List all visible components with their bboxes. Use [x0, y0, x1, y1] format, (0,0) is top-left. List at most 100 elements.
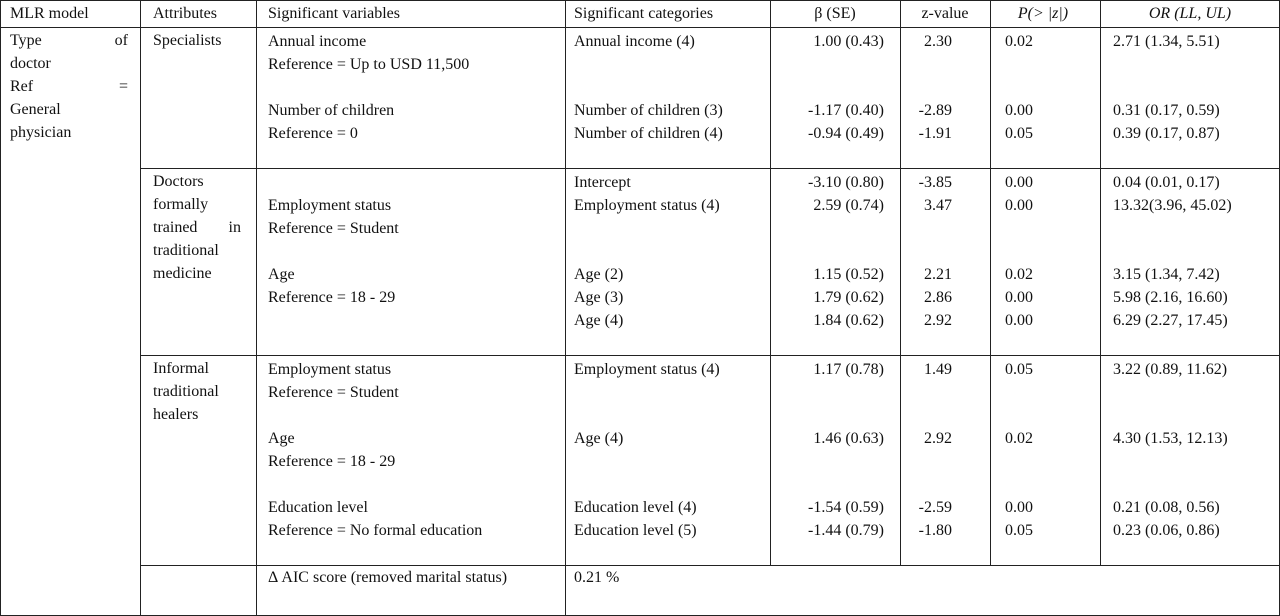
column-header: z-value [921, 5, 969, 22]
z-value: 2.30 [924, 33, 952, 50]
beta-se: 1.17 (0.78) [813, 361, 884, 378]
z-value: -2.89 [918, 102, 952, 119]
column-header: MLR model [10, 5, 89, 22]
beta-se: 1.84 (0.62) [813, 312, 884, 329]
odds-ratio: 6.29 (2.27, 17.45) [1113, 312, 1228, 329]
variable: Annual income [268, 33, 367, 50]
p-value: 0.00 [1005, 174, 1033, 191]
category: Employment status (4) [574, 197, 720, 214]
reference: Reference = 0 [268, 125, 358, 142]
rule [0, 27, 1280, 28]
odds-ratio: 3.15 (1.34, 7.42) [1113, 266, 1220, 283]
odds-ratio: 0.21 (0.08, 0.56) [1113, 499, 1220, 516]
model-line: physician [10, 124, 72, 141]
rule [256, 0, 257, 615]
beta-se: 1.46 (0.63) [813, 430, 884, 447]
category: Employment status (4) [574, 361, 720, 378]
category: Age (2) [574, 266, 624, 283]
rule [990, 0, 991, 565]
category: Age (4) [574, 312, 624, 329]
footer-label: Δ AIC score (removed marital status) [268, 569, 508, 586]
z-value: 2.21 [924, 266, 952, 283]
z-value: -3.85 [918, 174, 952, 191]
variable: Age [268, 430, 295, 447]
odds-ratio: 2.71 (1.34, 5.51) [1113, 33, 1220, 50]
rule [140, 0, 141, 615]
p-value: 0.02 [1005, 266, 1033, 283]
rule [140, 355, 1280, 356]
reference: Reference = No formal education [268, 522, 483, 539]
beta-se: -1.17 (0.40) [808, 102, 884, 119]
odds-ratio: 5.98 (2.16, 16.60) [1113, 289, 1228, 306]
variable: Age [268, 266, 295, 283]
odds-ratio: 0.04 (0.01, 0.17) [1113, 174, 1220, 191]
rule [140, 168, 1280, 169]
reference: Reference = 18 - 29 [268, 289, 396, 306]
rule [900, 0, 901, 565]
model-line: General [10, 101, 61, 118]
category: Number of children (4) [574, 125, 723, 142]
column-header: P(> |z|) [1017, 5, 1069, 22]
column-header: Attributes [153, 5, 217, 22]
attribute: Specialists [153, 32, 222, 49]
beta-se: -1.54 (0.59) [808, 499, 884, 516]
column-header: Significant categories [574, 5, 714, 22]
p-value: 0.02 [1005, 33, 1033, 50]
rule [0, 0, 1, 616]
odds-ratio: 0.31 (0.17, 0.59) [1113, 102, 1220, 119]
column-header: β (SE) [814, 5, 856, 22]
rule [770, 0, 771, 565]
z-value: -2.59 [918, 499, 952, 516]
p-value: 0.00 [1005, 312, 1033, 329]
beta-se: -0.94 (0.49) [808, 125, 884, 142]
odds-ratio: 0.23 (0.06, 0.86) [1113, 522, 1220, 539]
p-value: 0.00 [1005, 499, 1033, 516]
attribute: Informal traditional healers [153, 360, 219, 423]
model-line: Type of [10, 32, 128, 49]
category: Intercept [574, 174, 631, 191]
beta-se: 1.15 (0.52) [813, 266, 884, 283]
model-line: Ref = [10, 78, 128, 95]
category: Number of children (3) [574, 102, 723, 119]
footer-value: 0.21 % [574, 569, 620, 586]
beta-se: 2.59 (0.74) [813, 197, 884, 214]
category: Age (4) [574, 430, 624, 447]
reference: Reference = Up to USD 11,500 [268, 56, 470, 73]
p-value: 0.00 [1005, 197, 1033, 214]
category: Education level (4) [574, 499, 697, 516]
z-value: 2.92 [924, 312, 952, 329]
z-value: -1.80 [918, 522, 952, 539]
odds-ratio: 4.30 (1.53, 12.13) [1113, 430, 1228, 447]
column-header: OR (LL, UL) [1148, 5, 1232, 22]
rule [1100, 0, 1101, 565]
p-value: 0.00 [1005, 289, 1033, 306]
odds-ratio: 3.22 (0.89, 11.62) [1113, 361, 1228, 378]
beta-se: 1.00 (0.43) [813, 33, 884, 50]
z-value: 2.86 [924, 289, 952, 306]
rule [140, 565, 1280, 566]
odds-ratio: 0.39 (0.17, 0.87) [1113, 125, 1220, 142]
p-value: 0.05 [1005, 125, 1033, 142]
p-value: 0.02 [1005, 430, 1033, 447]
category: Annual income (4) [574, 33, 695, 50]
z-value: 3.47 [924, 197, 952, 214]
column-header: Significant variables [268, 5, 400, 22]
category: Age (3) [574, 289, 624, 306]
category: Education level (5) [574, 522, 697, 539]
beta-se: 1.79 (0.62) [813, 289, 884, 306]
rule [565, 0, 566, 615]
z-value: 1.49 [924, 361, 952, 378]
variable: Employment status [268, 197, 392, 214]
odds-ratio: 13.32(3.96, 45.02) [1113, 197, 1232, 214]
variable: Education level [268, 499, 368, 516]
beta-se: -3.10 (0.80) [808, 174, 884, 191]
z-value: 2.92 [924, 430, 952, 447]
variable: Number of children [268, 102, 395, 119]
reference: Reference = 18 - 29 [268, 453, 396, 470]
reference: Reference = Student [268, 220, 399, 237]
p-value: 0.05 [1005, 522, 1033, 539]
attribute: Doctors formally trained in traditional … [153, 173, 241, 282]
beta-se: -1.44 (0.79) [808, 522, 884, 539]
model-line: doctor [10, 55, 51, 72]
